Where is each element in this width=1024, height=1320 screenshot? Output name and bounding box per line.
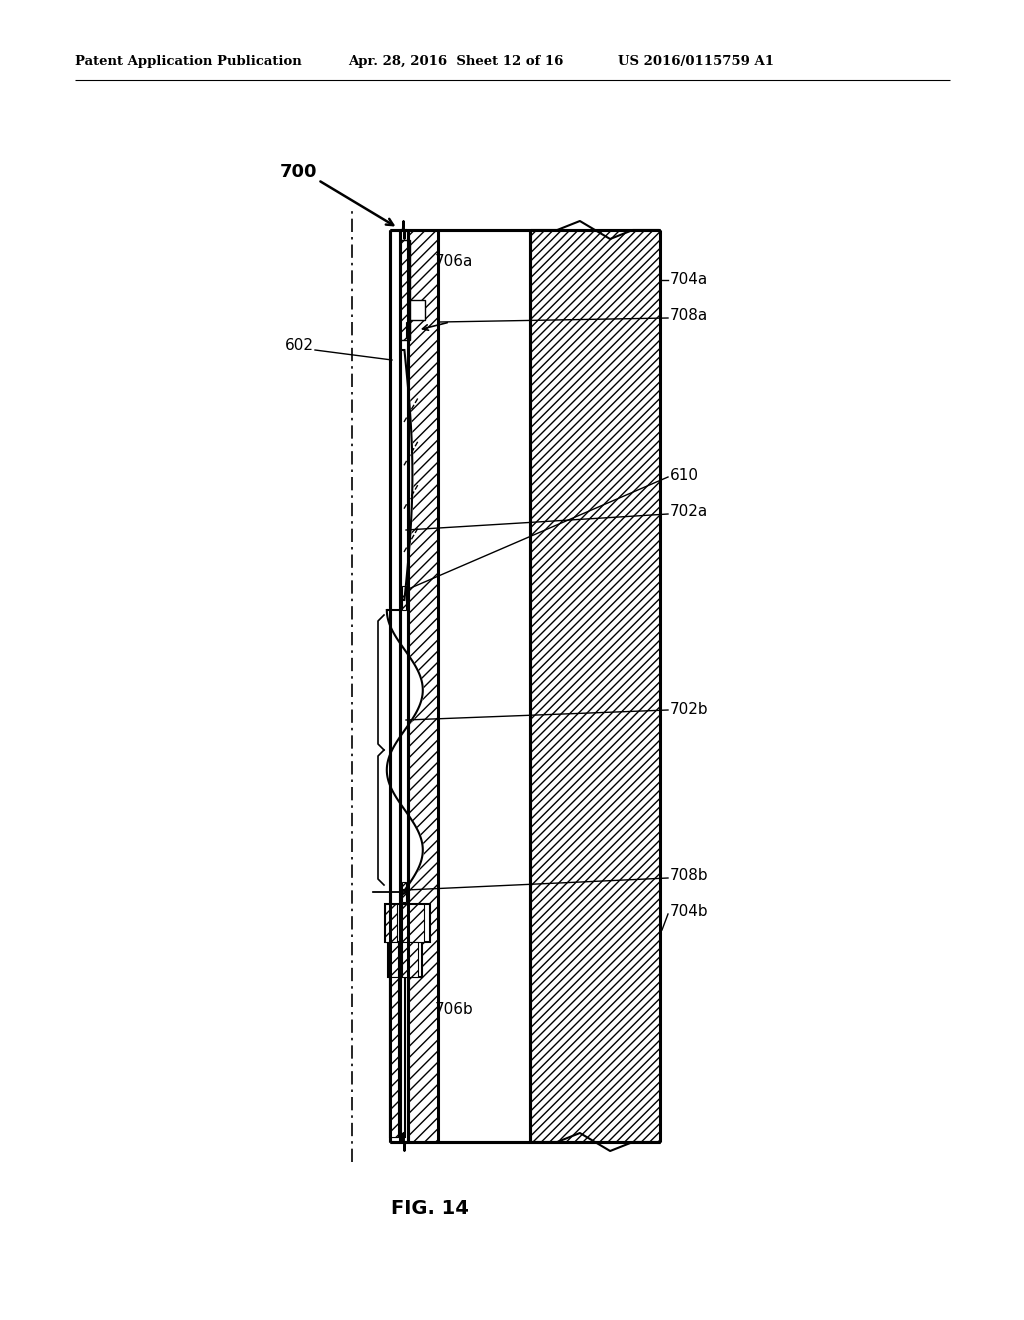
Text: 702b: 702b (670, 702, 709, 718)
Bar (402, 586, 406, 610)
Text: 708a: 708a (670, 308, 709, 322)
Bar (388, 942, 398, 977)
Bar (388, 942, 422, 977)
Text: 708b: 708b (670, 867, 709, 883)
Text: US 2016/0115759 A1: US 2016/0115759 A1 (618, 55, 774, 69)
Bar (410, 300, 425, 319)
Text: 700: 700 (280, 162, 317, 181)
Bar (402, 904, 424, 942)
Text: 706b: 706b (435, 1002, 474, 1018)
Bar (390, 977, 398, 1137)
Bar (408, 230, 438, 1142)
Text: 702a: 702a (670, 504, 709, 520)
Text: 704a: 704a (670, 272, 709, 288)
Bar (406, 322, 410, 338)
Bar (402, 942, 418, 977)
Text: 602: 602 (285, 338, 314, 352)
Text: 704b: 704b (670, 904, 709, 920)
Text: FIG. 14: FIG. 14 (391, 1199, 469, 1217)
Bar (390, 977, 406, 1137)
Text: 706a: 706a (435, 255, 473, 269)
Bar (530, 230, 660, 1142)
Bar (402, 882, 406, 902)
Text: Patent Application Publication: Patent Application Publication (75, 55, 302, 69)
Bar (400, 230, 408, 350)
Bar (391, 230, 399, 1142)
Bar (400, 240, 410, 341)
Bar (385, 904, 430, 942)
Text: Apr. 28, 2016  Sheet 12 of 16: Apr. 28, 2016 Sheet 12 of 16 (348, 55, 563, 69)
Text: 610: 610 (670, 467, 699, 483)
Bar (385, 904, 397, 942)
